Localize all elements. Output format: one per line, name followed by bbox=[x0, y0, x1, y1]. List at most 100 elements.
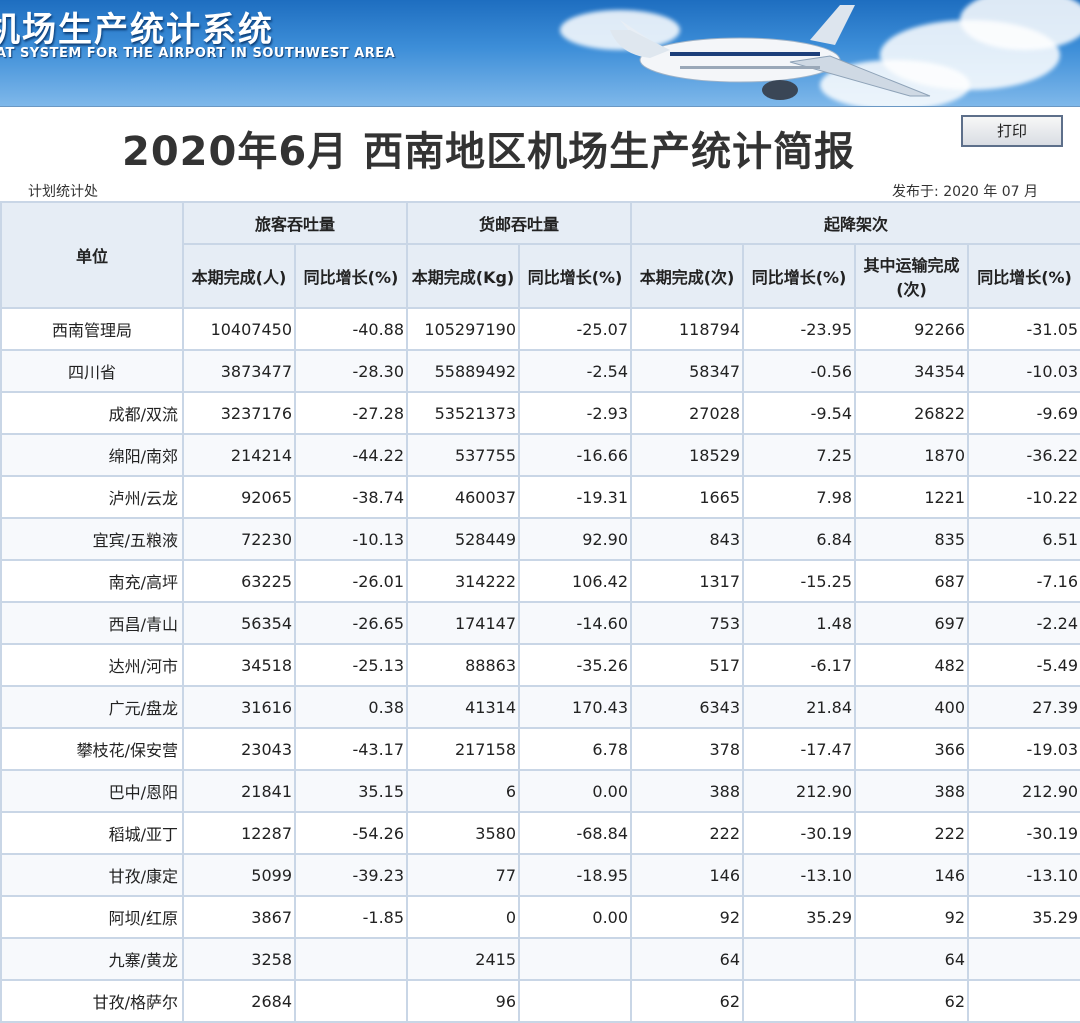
value-cell: -0.56 bbox=[742, 349, 857, 393]
value-cell: 62 bbox=[630, 979, 745, 1023]
value-cell: 1665 bbox=[630, 475, 745, 519]
table-row: 阿坝/红原 3867 -1.85 0 0.00 92 35.29 92 35.29 bbox=[0, 895, 1080, 939]
column-header: 本期完成(Kg) bbox=[406, 243, 521, 309]
unit-name-cell: 成都/双流 bbox=[0, 391, 184, 435]
value-cell: -9.69 bbox=[967, 391, 1080, 435]
value-cell: -36.22 bbox=[967, 433, 1080, 477]
value-cell: 96 bbox=[406, 979, 521, 1023]
value-cell: -19.31 bbox=[518, 475, 633, 519]
value-cell: 174147 bbox=[406, 601, 521, 645]
value-cell: -54.26 bbox=[293, 811, 409, 855]
value-cell: 517 bbox=[630, 643, 745, 687]
value-cell: 528449 bbox=[406, 517, 521, 561]
value-cell: 400 bbox=[854, 685, 970, 729]
column-header: 同比增长(%) bbox=[967, 243, 1080, 309]
value-cell: -30.19 bbox=[742, 811, 857, 855]
value-cell: 64 bbox=[854, 937, 970, 981]
column-header: 同比增长(%) bbox=[293, 243, 409, 309]
unit-name-cell: 西昌/青山 bbox=[0, 601, 184, 645]
value-cell: 26822 bbox=[854, 391, 970, 435]
table-row: 攀枝花/保安营 23043 -43.17 217158 6.78 378 -17.47 366… bbox=[0, 727, 1080, 771]
table-row: 甘孜/格萨尔 2684 96 62 62 bbox=[0, 979, 1080, 1023]
value-cell: 146 bbox=[630, 853, 745, 897]
table-row: 四川省 3873477 -28.30 55889492 -2.54 58347 -0.56 3… bbox=[0, 349, 1080, 393]
value-cell: 378 bbox=[630, 727, 745, 771]
column-header: 其中运输完成(次) bbox=[854, 243, 970, 309]
value-cell: 170.43 bbox=[518, 685, 633, 729]
unit-name-cell: 九寨/黄龙 bbox=[0, 937, 184, 981]
value-cell: -26.65 bbox=[293, 601, 409, 645]
value-cell: -25.13 bbox=[293, 643, 409, 687]
value-cell: 92.90 bbox=[518, 517, 633, 561]
value-cell bbox=[518, 979, 633, 1023]
value-cell: 388 bbox=[630, 769, 745, 813]
table-row: 绵阳/南郊 214214 -44.22 537755 -16.66 18529 7.25 18… bbox=[0, 433, 1080, 477]
unit-name-cell: 攀枝花/保安营 bbox=[0, 727, 184, 771]
value-cell: 7.25 bbox=[742, 433, 857, 477]
value-cell: 1317 bbox=[630, 559, 745, 603]
value-cell: 92 bbox=[854, 895, 970, 939]
value-cell: -43.17 bbox=[293, 727, 409, 771]
value-cell: -6.17 bbox=[742, 643, 857, 687]
value-cell: 222 bbox=[630, 811, 745, 855]
value-cell: 217158 bbox=[406, 727, 521, 771]
value-cell bbox=[518, 937, 633, 981]
value-cell: 3237176 bbox=[182, 391, 296, 435]
value-cell: 0 bbox=[406, 895, 521, 939]
unit-name-cell: 甘孜/康定 bbox=[0, 853, 184, 897]
value-cell: 366 bbox=[854, 727, 970, 771]
passenger-header: 旅客吞吐量 bbox=[181, 201, 409, 245]
value-cell: 77 bbox=[406, 853, 521, 897]
value-cell: 835 bbox=[854, 517, 970, 561]
unit-name-cell: 达州/河市 bbox=[0, 643, 184, 687]
value-cell: 687 bbox=[854, 559, 970, 603]
value-cell: 537755 bbox=[406, 433, 521, 477]
value-cell: 3580 bbox=[406, 811, 521, 855]
value-cell: 6.78 bbox=[518, 727, 633, 771]
value-cell bbox=[293, 979, 409, 1023]
value-cell: -38.74 bbox=[293, 475, 409, 519]
report-header: 2020年6月 西南地区机场生产统计简报 bbox=[0, 107, 1080, 181]
value-cell: 5099 bbox=[182, 853, 296, 897]
unit-name-cell: 巴中/恩阳 bbox=[0, 769, 184, 813]
value-cell: 21.84 bbox=[742, 685, 857, 729]
value-cell bbox=[293, 937, 409, 981]
cargo-header: 货邮吞吐量 bbox=[406, 201, 633, 245]
value-cell: 92266 bbox=[854, 307, 970, 351]
value-cell: 34354 bbox=[854, 349, 970, 393]
value-cell bbox=[967, 937, 1080, 981]
value-cell: -10.22 bbox=[967, 475, 1080, 519]
table-row: 达州/河市 34518 -25.13 88863 -35.26 517 -6.17 482 -5… bbox=[0, 643, 1080, 687]
value-cell: -15.25 bbox=[742, 559, 857, 603]
value-cell: 146 bbox=[854, 853, 970, 897]
value-cell: 64 bbox=[630, 937, 745, 981]
value-cell: -26.01 bbox=[293, 559, 409, 603]
value-cell: 7.98 bbox=[742, 475, 857, 519]
value-cell: -28.30 bbox=[293, 349, 409, 393]
table-row: 巴中/恩阳 21841 35.15 6 0.00 388 212.90 388 212.90 bbox=[0, 769, 1080, 813]
unit-name-cell: 甘孜/格萨尔 bbox=[0, 979, 184, 1023]
unit-name-cell: 广元/盘龙 bbox=[0, 685, 184, 729]
value-cell: -10.03 bbox=[967, 349, 1080, 393]
value-cell: 41314 bbox=[406, 685, 521, 729]
value-cell: 27.39 bbox=[967, 685, 1080, 729]
value-cell: 1870 bbox=[854, 433, 970, 477]
value-cell: 6343 bbox=[630, 685, 745, 729]
value-cell: 482 bbox=[854, 643, 970, 687]
print-button[interactable]: 打印 bbox=[961, 115, 1063, 147]
system-subtitle: AT SYSTEM FOR THE AIRPORT IN SOUTHWEST A… bbox=[0, 46, 396, 61]
value-cell: 53521373 bbox=[406, 391, 521, 435]
value-cell: 314222 bbox=[406, 559, 521, 603]
report-meta: 计划统计处 发布于: 2020 年 07 月 bbox=[0, 181, 1080, 201]
value-cell: 27028 bbox=[630, 391, 745, 435]
table-row: 宜宾/五粮液 72230 -10.13 528449 92.90 843 6.84 835 6.… bbox=[0, 517, 1080, 561]
value-cell: 214214 bbox=[182, 433, 296, 477]
value-cell: 34518 bbox=[182, 643, 296, 687]
unit-name-cell: 绵阳/南郊 bbox=[0, 433, 184, 477]
value-cell: -13.10 bbox=[967, 853, 1080, 897]
value-cell: 212.90 bbox=[967, 769, 1080, 813]
value-cell: 55889492 bbox=[406, 349, 521, 393]
value-cell: 697 bbox=[854, 601, 970, 645]
column-header: 本期完成(次) bbox=[630, 243, 745, 309]
system-title: 机场生产统计系统 bbox=[0, 10, 274, 50]
